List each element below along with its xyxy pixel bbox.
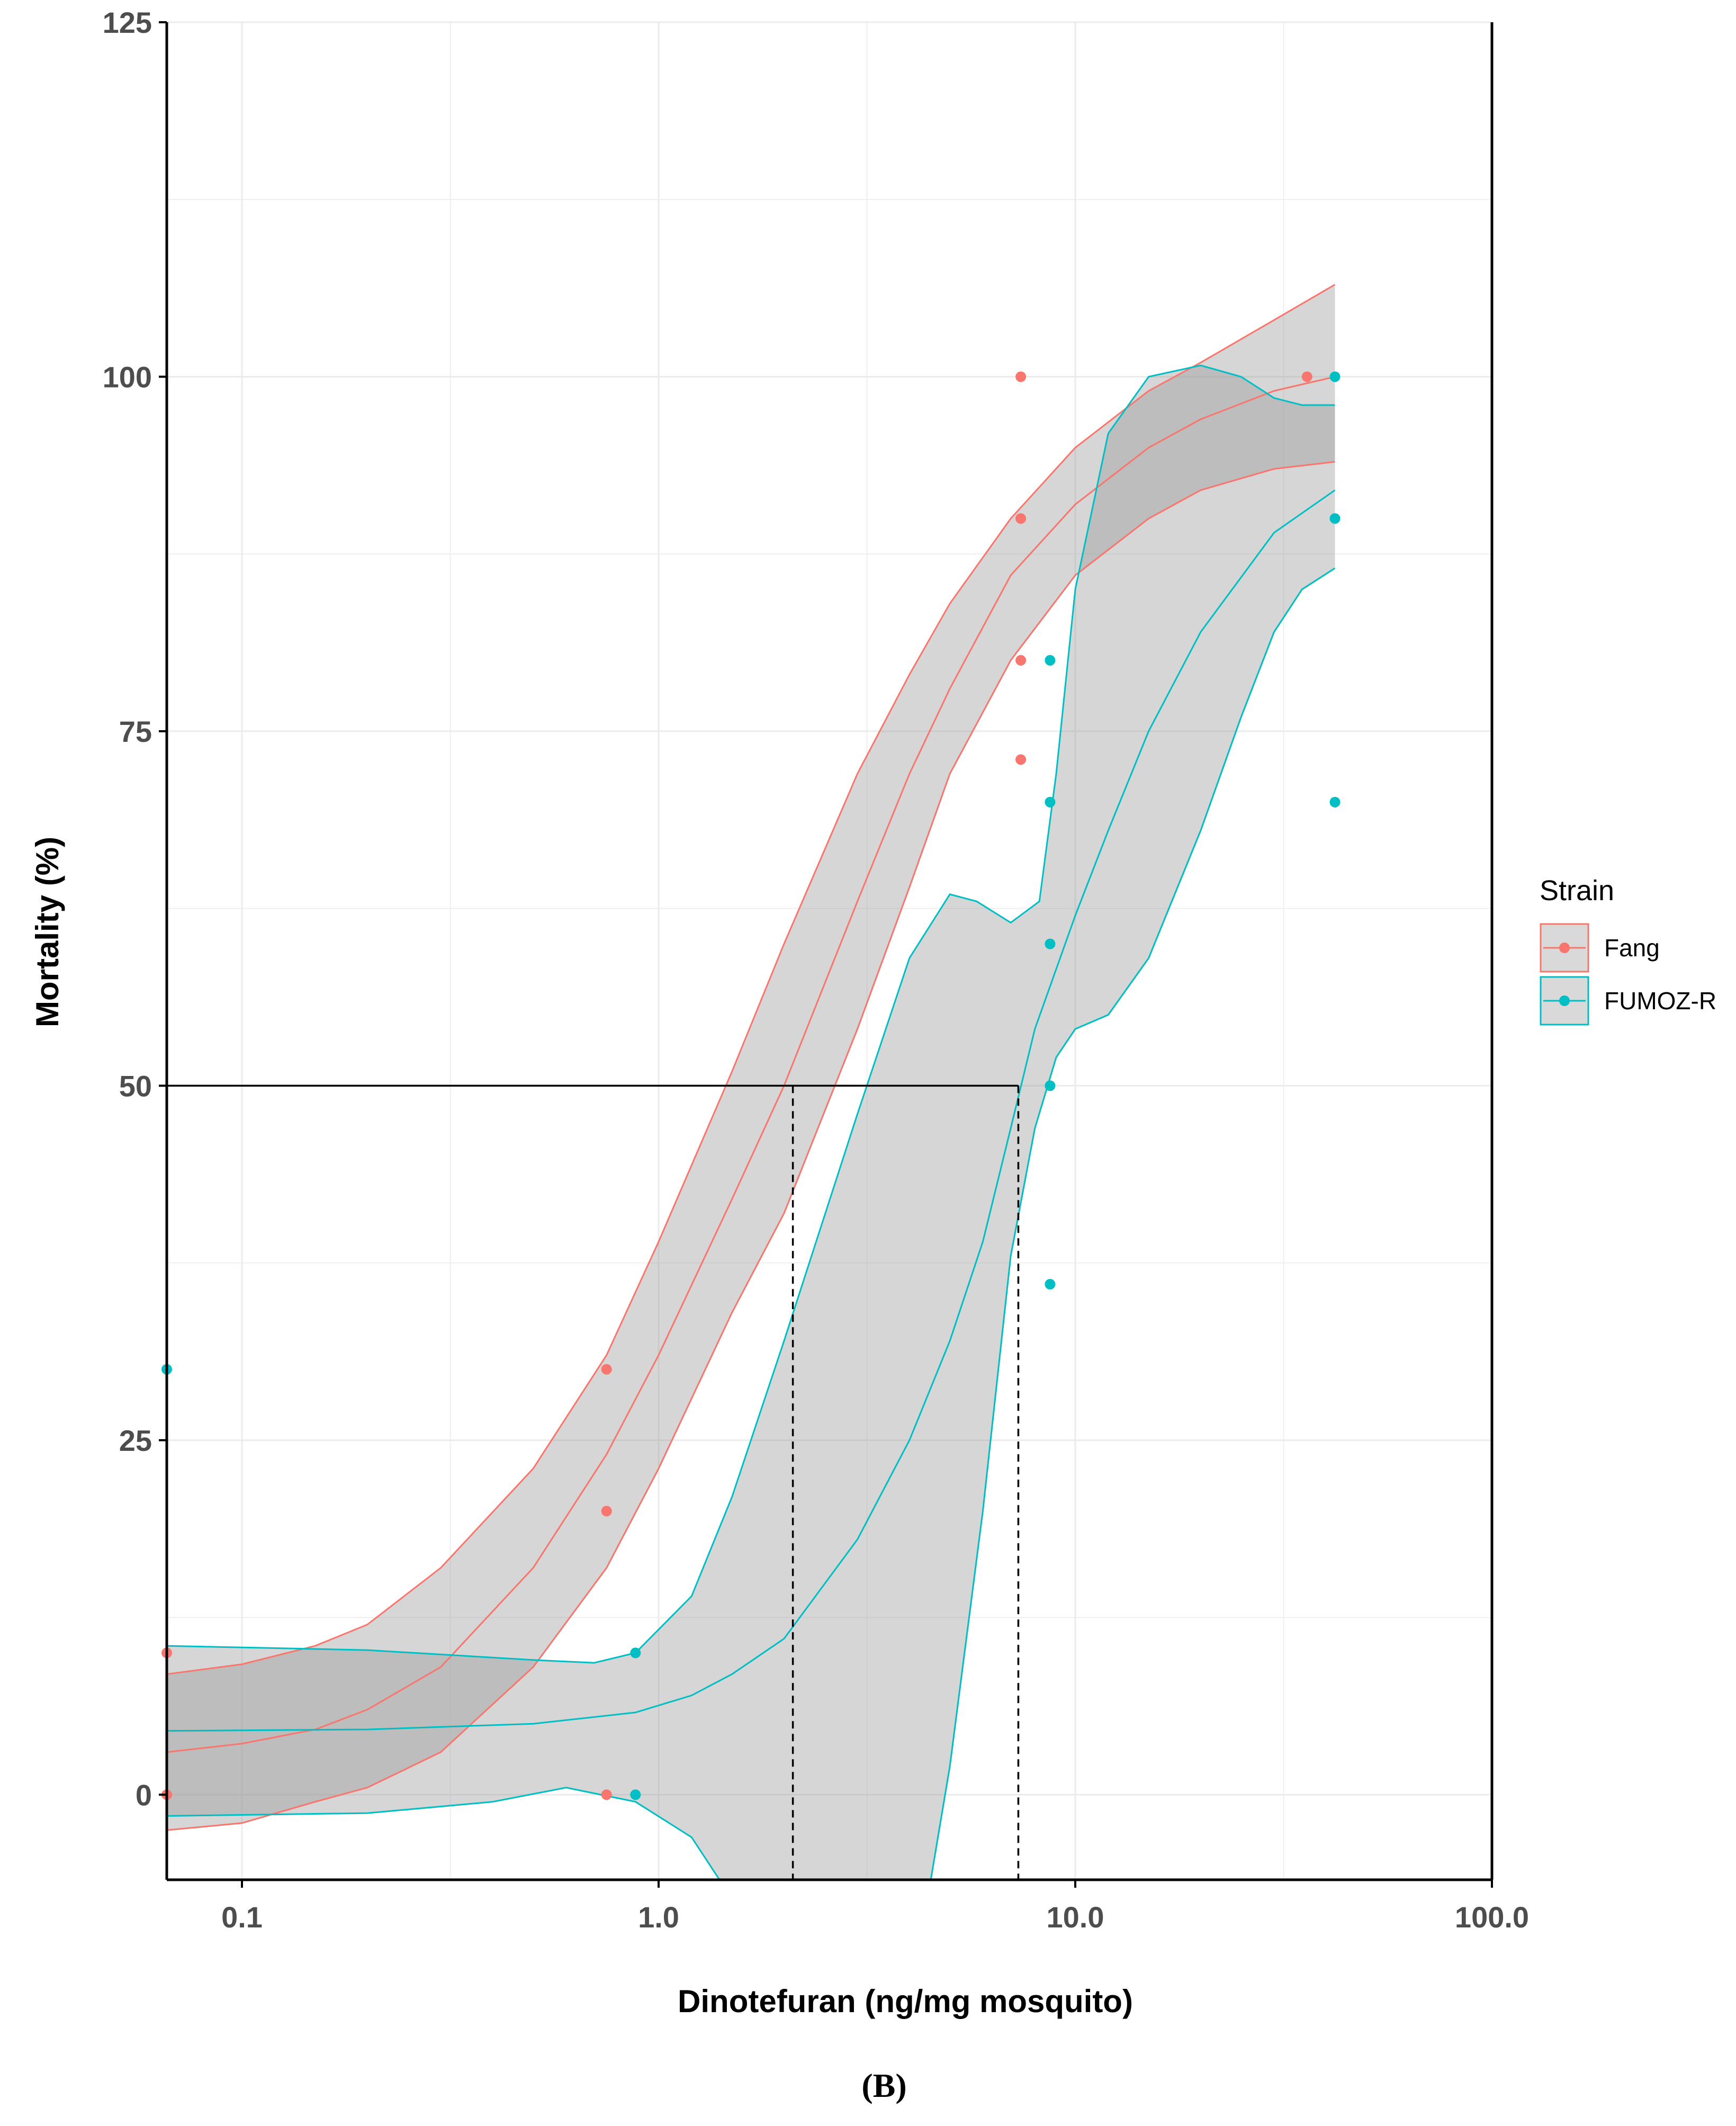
data-point-fang: [601, 1363, 612, 1375]
legend-label-fumoz: FUMOZ-R: [1604, 987, 1716, 1015]
data-point-fang: [1015, 513, 1027, 524]
y-tick-label: 100: [103, 360, 152, 393]
upper-bound-fang: [166, 284, 1336, 1675]
lower-bound-fumoz-r: [166, 567, 1336, 1881]
reference-lines: [167, 1084, 1020, 1880]
data-point-fang: [1301, 371, 1312, 382]
data-point-fumoz-r: [1329, 371, 1341, 382]
upper-bound-fumoz-r: [166, 364, 1335, 1664]
y-tick-label: 25: [119, 1424, 152, 1457]
x-tick-label: 0.1: [221, 1900, 263, 1934]
grid-layer: [167, 21, 1493, 1880]
axes: [159, 21, 1494, 1888]
x-tick-label: 1.0: [638, 1900, 679, 1934]
data-point-fang: [601, 1789, 612, 1800]
data-point-fumoz-r: [1045, 655, 1056, 666]
confidence-band-fumoz-r: [167, 365, 1335, 1880]
data-point-fumoz-r: [630, 1647, 641, 1658]
y-tick-label: 0: [136, 1778, 152, 1811]
y-tick-labels: 0 25 50 75 100 125: [103, 6, 152, 1811]
data-point-fang: [1015, 655, 1027, 666]
data-point-fumoz-r: [1329, 513, 1341, 524]
fit-line-fumoz-r: [166, 489, 1336, 1732]
legend-label-fang: Fang: [1604, 934, 1660, 962]
data-point-fumoz-r: [1045, 1279, 1056, 1290]
legend-key-fumoz: [1540, 976, 1589, 1026]
confidence-bands: [167, 284, 1335, 1880]
data-points: [161, 371, 1341, 1800]
data-point-fumoz-r: [630, 1789, 641, 1800]
data-point-fumoz-r: [1045, 938, 1056, 949]
legend: Strain Fang FUMOZ-R: [1540, 875, 1716, 1026]
data-point-fang: [1015, 371, 1027, 382]
x-tick-label: 10.0: [1047, 1900, 1104, 1934]
legend-key-fang: [1540, 923, 1589, 973]
y-tick-label: 75: [119, 715, 152, 748]
legend-title: Strain: [1540, 875, 1614, 907]
data-point-fumoz-r: [1329, 796, 1341, 808]
data-point-fumoz-r: [1045, 1080, 1056, 1091]
y-tick-label: 50: [119, 1069, 152, 1102]
y-axis-title: Mortality (%): [30, 837, 65, 1027]
x-axis-title: Dinotefuran (ng/mg mosquito): [678, 1984, 1133, 2019]
y-tick-label: 125: [103, 6, 152, 39]
data-point-fumoz-r: [1045, 796, 1056, 808]
data-point-fang: [601, 1505, 612, 1517]
legend-key-fumoz-point: [1559, 995, 1570, 1006]
x-tick-label: 100.0: [1455, 1900, 1529, 1934]
data-point-fang: [1015, 754, 1027, 765]
legend-key-fang-point: [1559, 943, 1570, 953]
lower-bound-fang: [166, 461, 1335, 1831]
confidence-band-fang: [167, 284, 1335, 1831]
figure-caption: (B): [861, 2067, 906, 2104]
x-tick-labels: 0.1 1.0 10.0 100.0: [221, 1900, 1529, 1934]
